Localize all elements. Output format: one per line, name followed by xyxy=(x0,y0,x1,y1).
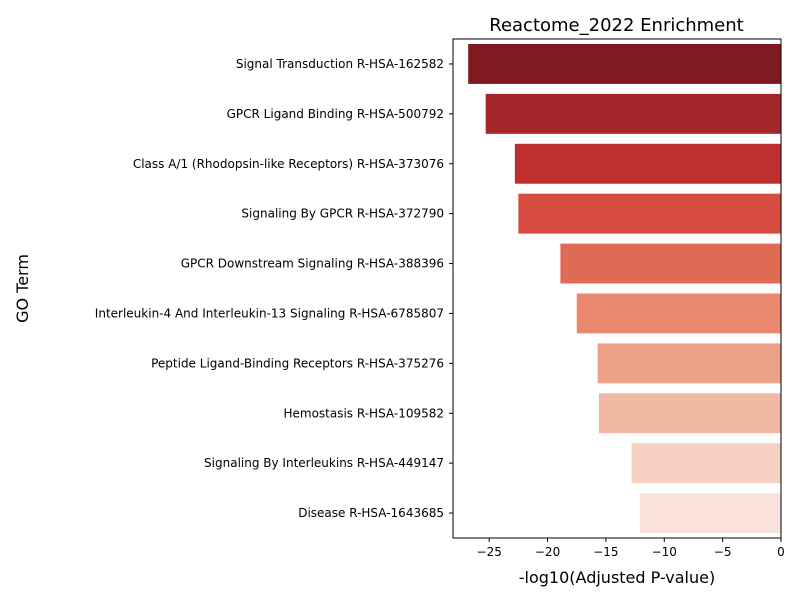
bar-8 xyxy=(598,393,781,434)
bar-6 xyxy=(576,293,781,334)
bar-10 xyxy=(639,493,781,534)
bar-2 xyxy=(485,93,781,134)
x-axis-title: -log10(Adjusted P-value) xyxy=(519,568,715,587)
y-tick-label: Hemostasis R-HSA-109582 xyxy=(283,406,444,420)
plot-frame xyxy=(452,38,782,539)
x-tick-label: −15 xyxy=(593,545,618,559)
bar-3 xyxy=(514,143,781,184)
x-axis-ticks: −25 −20 −15 −10 −5 0 xyxy=(477,538,785,559)
y-tick-label: Class A/1 (Rhodopsin-like Receptors) R-H… xyxy=(133,157,444,171)
x-tick-label: 0 xyxy=(777,545,785,559)
y-tick-label: Signaling By Interleukins R-HSA-449147 xyxy=(204,456,444,470)
y-tick-label: Peptide Ligand-Binding Receptors R-HSA-3… xyxy=(151,356,444,370)
x-tick-label: −10 xyxy=(652,545,677,559)
y-tick-label: Signal Transduction R-HSA-162582 xyxy=(236,57,444,71)
x-tick-label: −5 xyxy=(714,545,732,559)
bar-7 xyxy=(597,343,781,384)
bars-group xyxy=(468,43,781,534)
bar-1 xyxy=(468,43,781,84)
y-tick-label: Signaling By GPCR R-HSA-372790 xyxy=(241,207,444,221)
bar-9 xyxy=(631,443,781,484)
y-tick-label: GPCR Ligand Binding R-HSA-500792 xyxy=(227,107,444,121)
bar-5 xyxy=(560,243,781,284)
bar-4 xyxy=(518,193,781,234)
y-tick-label: GPCR Downstream Signaling R-HSA-388396 xyxy=(181,257,444,271)
y-axis-ticks: Signal Transduction R-HSA-162582 GPCR Lig… xyxy=(95,57,453,520)
chart-title: Reactome_2022 Enrichment xyxy=(489,15,743,36)
y-tick-label: Interleukin-4 And Interleukin-13 Signali… xyxy=(95,306,444,320)
x-tick-label: −25 xyxy=(477,545,502,559)
y-axis-title: GO Term xyxy=(13,254,32,323)
y-tick-label: Disease R-HSA-1643685 xyxy=(298,506,444,520)
x-tick-label: −20 xyxy=(535,545,560,559)
